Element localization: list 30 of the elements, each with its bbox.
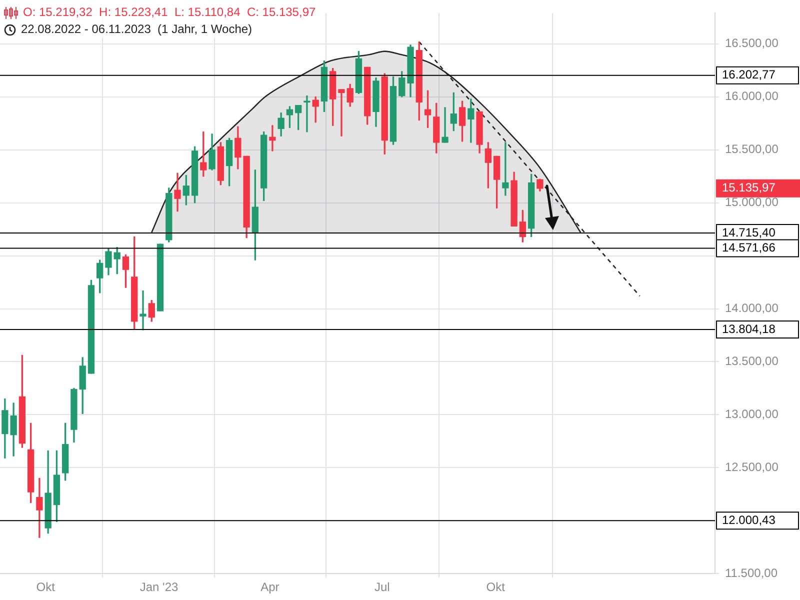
chart-title: O: 15.219,32 H: 15.223,41 L: 15.110,84 C: 15.135,97 xyxy=(23,4,316,21)
candlestick xyxy=(269,125,276,152)
ref-line-label: 13.804,18 xyxy=(722,322,776,336)
y-tick-label: 16.500,00 xyxy=(725,36,779,50)
candlestick xyxy=(140,290,146,330)
y-tick-label: 14.000,00 xyxy=(725,301,779,316)
ref-line-label: 16.202,77 xyxy=(722,68,776,82)
ref-line-label: 14.571,66 xyxy=(722,240,776,255)
candlestick xyxy=(502,142,509,196)
y-tick-label: 16.000,00 xyxy=(725,89,779,104)
ref-line-label: 12.000,43 xyxy=(722,512,776,527)
candlestick xyxy=(338,89,345,136)
text: 15.135,97 xyxy=(722,180,776,195)
y-tick-label: 15.000,00 xyxy=(725,195,779,210)
x-tick-label: Jul xyxy=(374,580,390,594)
y-tick-label: 15.500,00 xyxy=(725,142,779,156)
y-tick-label: 13.000,00 xyxy=(725,407,779,422)
x-tick-label: Apr xyxy=(260,580,280,594)
candlestick xyxy=(442,107,448,143)
x-tick-label: Okt xyxy=(486,580,506,594)
x-tick-label: Jan '23 xyxy=(140,580,179,594)
candlestick xyxy=(304,96,310,132)
x-tick-label: Okt xyxy=(36,580,56,594)
y-tick-label: 11.500,00 xyxy=(725,566,778,580)
candlestick xyxy=(36,478,43,538)
y-tick-label: 12.500,00 xyxy=(725,460,779,474)
candlestick xyxy=(174,172,181,212)
text: 22.08.2022 - 06.11.2023 (1 Jahr, 1 Woche) xyxy=(21,21,252,38)
ref-line-label: 14.715,40 xyxy=(722,225,776,240)
y-tick-label: 13.500,00 xyxy=(725,354,779,368)
